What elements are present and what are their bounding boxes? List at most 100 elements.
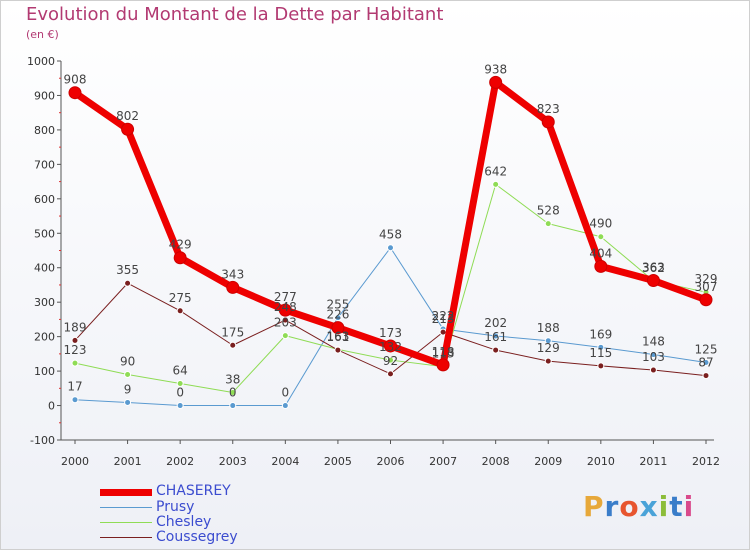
data-label: 277 [274, 290, 297, 304]
data-point [384, 339, 397, 353]
x-tick-label: 2009 [534, 455, 562, 468]
logo-letter: x [639, 490, 659, 523]
y-tick-label: 200 [34, 331, 55, 344]
data-point [121, 122, 135, 136]
data-label: 362 [642, 261, 665, 275]
data-label: 823 [537, 102, 560, 116]
data-point [702, 358, 710, 366]
data-label: 213 [432, 312, 455, 326]
data-point [594, 259, 608, 273]
data-point [124, 279, 132, 287]
data-label: 528 [537, 204, 560, 218]
data-label: 222 [432, 309, 455, 323]
data-label: 0 [176, 386, 184, 400]
data-label: 113 [432, 347, 455, 361]
labels-chesley: 123 90 64 38 203 163 132 113 642 528 490 362 329 [64, 164, 718, 386]
legend-swatch-chaserey [100, 489, 152, 496]
y-tick-label: 100 [34, 365, 55, 378]
x-tick-label: 2010 [587, 455, 615, 468]
data-label: 64 [173, 363, 188, 377]
chart-subtitle: (en €) [26, 28, 59, 41]
data-label: 175 [221, 325, 244, 339]
data-label: 17 [67, 380, 82, 394]
data-point [124, 398, 132, 406]
data-point [597, 343, 605, 351]
logo-letter: i [658, 490, 670, 523]
data-point [229, 402, 237, 410]
logo-letter: i [683, 490, 695, 523]
data-point [176, 402, 184, 410]
data-label: 802 [116, 109, 139, 123]
x-tick-label: 2007 [429, 455, 457, 468]
y-tick-label: 0 [48, 400, 55, 413]
data-label: 188 [537, 321, 560, 335]
data-label: 123 [64, 343, 87, 357]
data-point [649, 351, 657, 359]
legend-swatch-chesley [100, 522, 152, 523]
data-point [71, 396, 79, 404]
data-point [489, 75, 503, 89]
data-point [334, 346, 342, 354]
data-point [281, 332, 289, 340]
data-label: 343 [221, 267, 244, 281]
data-label: 161 [326, 330, 349, 344]
series-coussegrey [71, 279, 710, 380]
series-prusy [71, 244, 710, 410]
data-label: 169 [589, 327, 612, 341]
x-tick-label: 2008 [482, 455, 510, 468]
data-point [492, 180, 500, 188]
data-label: 363 [642, 260, 665, 274]
data-label: 148 [642, 335, 665, 349]
data-label: 307 [695, 280, 718, 294]
data-point [71, 359, 79, 367]
x-tick-label: 2012 [692, 455, 720, 468]
x-tick-label: 2011 [639, 455, 667, 468]
y-tick-label: 800 [34, 124, 55, 137]
data-label: 118 [432, 345, 455, 359]
labels-chaserey: 908 802 429 343 277 226 173 118 938 823 404 363 307 [64, 62, 718, 359]
data-point [173, 251, 187, 265]
logo-letter: t [669, 490, 684, 523]
data-label: 103 [642, 350, 665, 364]
data-point [229, 388, 237, 396]
y-tick-label: 900 [34, 89, 55, 102]
data-label: 38 [225, 372, 240, 386]
legend-label-prusy: Prusy [156, 499, 195, 515]
data-label: 248 [274, 300, 297, 314]
data-label: 203 [274, 316, 297, 330]
logo-letter: o [619, 490, 640, 523]
y-tick-label: -100 [30, 434, 55, 447]
series-chaserey [68, 75, 713, 372]
proxiti-logo: Proxiti [583, 490, 694, 523]
data-point [646, 273, 660, 287]
data-point [71, 336, 79, 344]
data-point [278, 303, 292, 317]
data-label: 90 [120, 355, 135, 369]
data-label: 355 [116, 263, 139, 277]
data-point [544, 337, 552, 345]
x-tick-label: 2002 [166, 455, 194, 468]
y-tick-label: 500 [34, 227, 55, 240]
legend-label-coussegrey: Coussegrey [156, 529, 238, 545]
data-point [597, 362, 605, 370]
data-point [176, 307, 184, 315]
data-point [544, 220, 552, 228]
data-point [331, 321, 345, 335]
x-tick-label: 2003 [219, 455, 247, 468]
data-label: 173 [379, 326, 402, 340]
data-point [544, 357, 552, 365]
legend-label-chaserey: CHASEREY [156, 483, 231, 499]
data-label: 404 [589, 246, 612, 260]
legend-swatch-prusy [100, 507, 152, 508]
data-point [649, 366, 657, 374]
legend-swatch-coussegrey [100, 537, 152, 538]
data-point [281, 316, 289, 324]
data-point [226, 280, 240, 294]
x-tick-label: 2005 [324, 455, 352, 468]
data-point [387, 356, 394, 364]
data-label: 161 [484, 330, 507, 344]
y-tick-label: 700 [34, 158, 55, 171]
data-point [702, 372, 710, 380]
data-label: 189 [64, 320, 87, 334]
